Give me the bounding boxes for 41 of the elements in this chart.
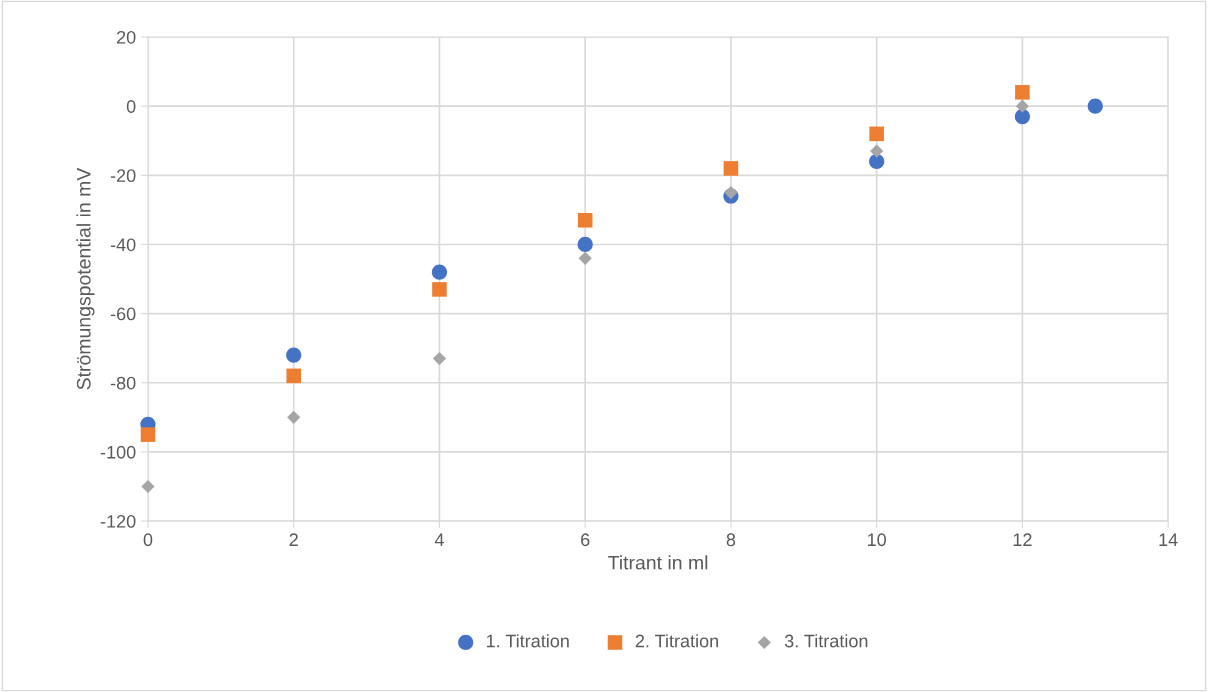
- x-tick-label: 4: [434, 533, 444, 546]
- point: [140, 427, 156, 442]
- point: [577, 212, 593, 228]
- legend-label: 3. Titration: [784, 634, 868, 648]
- y-tick-label: 20: [117, 30, 136, 44]
- x-tick-label: 8: [726, 533, 736, 547]
- y-tick-label: -20: [110, 169, 136, 183]
- y-axis-title: Strömungspotential in mV: [76, 167, 95, 390]
- point: [723, 161, 739, 176]
- x-tick-label: 6: [581, 533, 590, 547]
- y-tick-label: -120: [100, 515, 136, 528]
- point: [1014, 108, 1031, 125]
- legend-label: 2. Titration: [635, 634, 718, 648]
- x-tick-label: 14: [1159, 533, 1178, 546]
- point: [432, 282, 447, 297]
- point: [577, 236, 593, 253]
- x-axis-title: Titrant in ml: [608, 555, 708, 570]
- point: [287, 410, 301, 424]
- point: [141, 479, 155, 494]
- point: [286, 347, 302, 363]
- point: [1015, 85, 1030, 100]
- legend-label: 1. Titration: [486, 634, 569, 648]
- x-tick-label: 10: [868, 533, 886, 547]
- y-tick-label: -40: [110, 238, 136, 252]
- point: [1087, 98, 1103, 114]
- point: [432, 351, 447, 366]
- x-tick-label: 0: [143, 533, 153, 547]
- y-tick-label: -100: [100, 445, 136, 459]
- point: [1015, 99, 1029, 113]
- y-tick-label: -80: [110, 376, 136, 390]
- point: [286, 368, 301, 384]
- x-tick-label: 2: [289, 533, 298, 546]
- point: [431, 264, 448, 280]
- x-tick-label: 12: [1013, 533, 1032, 546]
- point: [869, 126, 884, 142]
- point: [870, 144, 884, 158]
- y-tick-label: -60: [110, 307, 136, 321]
- point: [869, 153, 885, 170]
- point: [578, 251, 592, 265]
- y-tick-label: 0: [126, 100, 136, 113]
- point: [724, 186, 738, 200]
